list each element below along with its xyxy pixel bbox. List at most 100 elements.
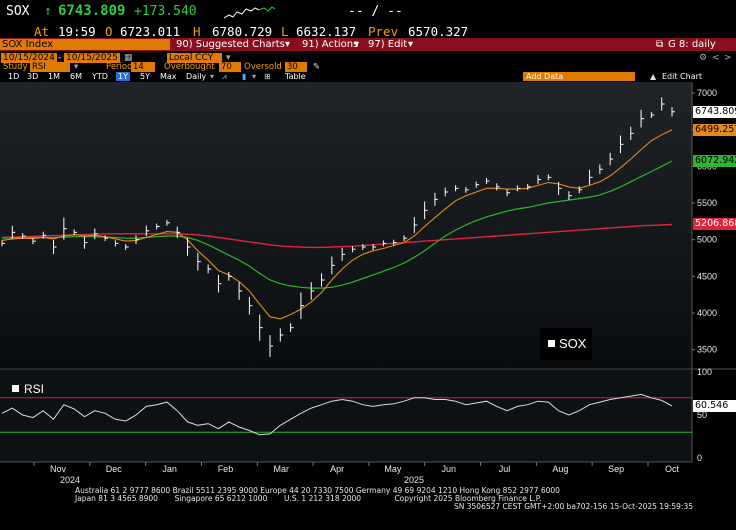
low-value: 6632.137 (296, 24, 357, 39)
dropdown-caret-icon: ▾ (408, 39, 414, 50)
x-tick-label: Apr (330, 464, 344, 474)
dropdown-caret-icon: ▾ (252, 72, 257, 81)
x-tick-label: Aug (552, 464, 568, 474)
price-bars (1, 97, 675, 357)
rsi-legend-label: RSI (24, 382, 44, 396)
at-label: At (34, 24, 50, 39)
x-tick-label: Oct (665, 464, 680, 474)
currency-select[interactable]: Local CCY (167, 53, 222, 63)
frequency-select[interactable]: Daily (186, 72, 207, 81)
main-panel-background (0, 82, 692, 368)
ma-slow-line (1, 223, 673, 249)
timeframe-1m[interactable]: 1M (48, 72, 60, 81)
calendar-icon[interactable]: ▦ (124, 53, 133, 63)
actions-button[interactable]: 91) Actions (302, 39, 359, 50)
rsi-axis-ticks: 0 50 100 (697, 367, 712, 463)
x-tick-label: Jun (441, 464, 456, 474)
study-bar: Study RSI ▾ Period 14 Overbought 70 Over… (0, 62, 736, 72)
y-tick-label: 7000 (697, 88, 717, 98)
price-chart[interactable]: 35004000450050005500600065007000 050100 … (0, 82, 736, 510)
gear-icon[interactable]: ⚙ (699, 53, 708, 63)
x-tick-label: Jul (499, 464, 511, 474)
dropdown-caret-icon: ▾ (226, 53, 231, 63)
date-separator: - (58, 53, 62, 63)
function-toolbar: SOX Index 90) Suggested Charts ▾ 91) Act… (0, 38, 736, 51)
y-tick-label: 5000 (697, 235, 717, 245)
overbought-label: Overbought (164, 62, 215, 72)
timeframe-max[interactable]: Max (160, 72, 177, 81)
add-data-input[interactable]: Add Data (523, 72, 635, 81)
prev-label: Prev (368, 24, 399, 39)
pencil-icon[interactable]: ✎ (313, 62, 321, 72)
end-date-input[interactable]: 10/15/2025 (64, 53, 120, 63)
footer-session: SN 3506527 CEST GMT+2:00 ba702-156 15-Oc… (454, 502, 693, 511)
overbought-input[interactable]: 70 (219, 62, 241, 72)
low-label: L (281, 24, 289, 39)
dropdown-caret-icon: ▾ (210, 72, 215, 81)
quote-time: 19:59 (58, 24, 96, 39)
ma-mid-label: 6072.942 (693, 154, 736, 167)
period-input[interactable]: 14 (131, 62, 155, 72)
timeframe-bar: 1D 3D 1M 6M YTD 1Y 5Y Max Daily ▾ ⩘ ▮ ▾ … (0, 72, 736, 82)
x-tick-label: Jan (162, 464, 177, 474)
grid-icon[interactable]: ⊞ (264, 72, 271, 81)
ma-fast-line (1, 129, 673, 320)
legend-swatch (548, 340, 555, 347)
last-price: 6743.809 (58, 3, 126, 19)
timeframe-6m[interactable]: 6M (70, 72, 82, 81)
y-tick-label: 5500 (697, 198, 717, 208)
edit-button[interactable]: 97) Edit (368, 39, 408, 50)
x-year-label: 2024 (60, 475, 80, 485)
timeframe-1d[interactable]: 1D (8, 72, 20, 81)
x-tick-label: Mar (274, 464, 290, 474)
last-price-label: 6743.809 (693, 105, 736, 118)
table-button[interactable]: Table (285, 72, 306, 81)
bar-chart-icon[interactable]: ▮ (242, 72, 247, 81)
window-icon: ⧉ (656, 39, 664, 50)
ma-mid-line (1, 160, 673, 289)
quote-header: SOX ↑ 6743.809 +173.540 -- / -- (0, 0, 736, 24)
high-label: H (193, 24, 201, 39)
open-value: 6723.011 (120, 24, 181, 39)
x-year-label: 2025 (404, 475, 424, 485)
chevron-left-icon[interactable]: < (712, 53, 720, 63)
footer-contacts: Australia 61 2 9777 8600 Brazil 5511 239… (75, 486, 560, 495)
line-chart-icon[interactable]: ⩘ (222, 72, 227, 81)
study-label: Study (3, 62, 28, 72)
x-tick-label: Dec (106, 464, 123, 474)
timeframe-3d[interactable]: 3D (27, 72, 39, 81)
x-axis-ticks: Nov Dec Jan Feb Mar Apr May Jun Jul Aug Sep Oct 2024… (33, 462, 680, 485)
x-tick-label: Feb (218, 464, 234, 474)
prev-value: 6570.327 (408, 24, 469, 39)
chevron-right-icon[interactable]: > (724, 53, 732, 63)
dropdown-caret-icon: ▾ (285, 39, 291, 50)
timeframe-1y[interactable]: 1Y (116, 72, 130, 81)
sparkline-icon (224, 6, 276, 19)
chart-icon: ▲ (650, 72, 657, 81)
x-tick-label: Sep (608, 464, 624, 474)
start-date-input[interactable]: 10/15/2024 (1, 53, 57, 63)
rsi-value-label: 60.546 (693, 399, 736, 412)
y-tick-label: 3500 (697, 345, 717, 355)
rsi-panel-background (0, 370, 692, 462)
rsi-legend-swatch (12, 385, 19, 392)
timeframe-5y[interactable]: 5Y (140, 72, 150, 81)
timeframe-ytd[interactable]: YTD (92, 72, 108, 81)
up-arrow-icon: ↑ (44, 4, 52, 19)
suggested-charts-button[interactable]: 90) Suggested Charts (176, 39, 285, 50)
security-field[interactable]: SOX Index (0, 39, 170, 50)
x-tick-label: Nov (50, 464, 67, 474)
rsi-tick-label: 0 (697, 453, 702, 463)
y-tick-label: 4500 (697, 271, 717, 281)
edit-chart-button[interactable]: Edit Chart (662, 72, 703, 81)
ohlc-line: At 19:59 O 6723.011 H 6780.729 L 6632.13… (0, 24, 736, 39)
open-label: O (105, 24, 113, 39)
ticker-symbol: SOX (6, 4, 30, 19)
study-select[interactable]: RSI (30, 62, 70, 72)
oversold-input[interactable]: 30 (285, 62, 307, 72)
bid-ask: -- / -- (348, 4, 403, 19)
high-value: 6780.729 (212, 24, 273, 39)
oversold-label: Oversold (244, 62, 282, 72)
net-change: +173.540 (134, 4, 197, 19)
rsi-tick-label: 100 (697, 367, 712, 377)
